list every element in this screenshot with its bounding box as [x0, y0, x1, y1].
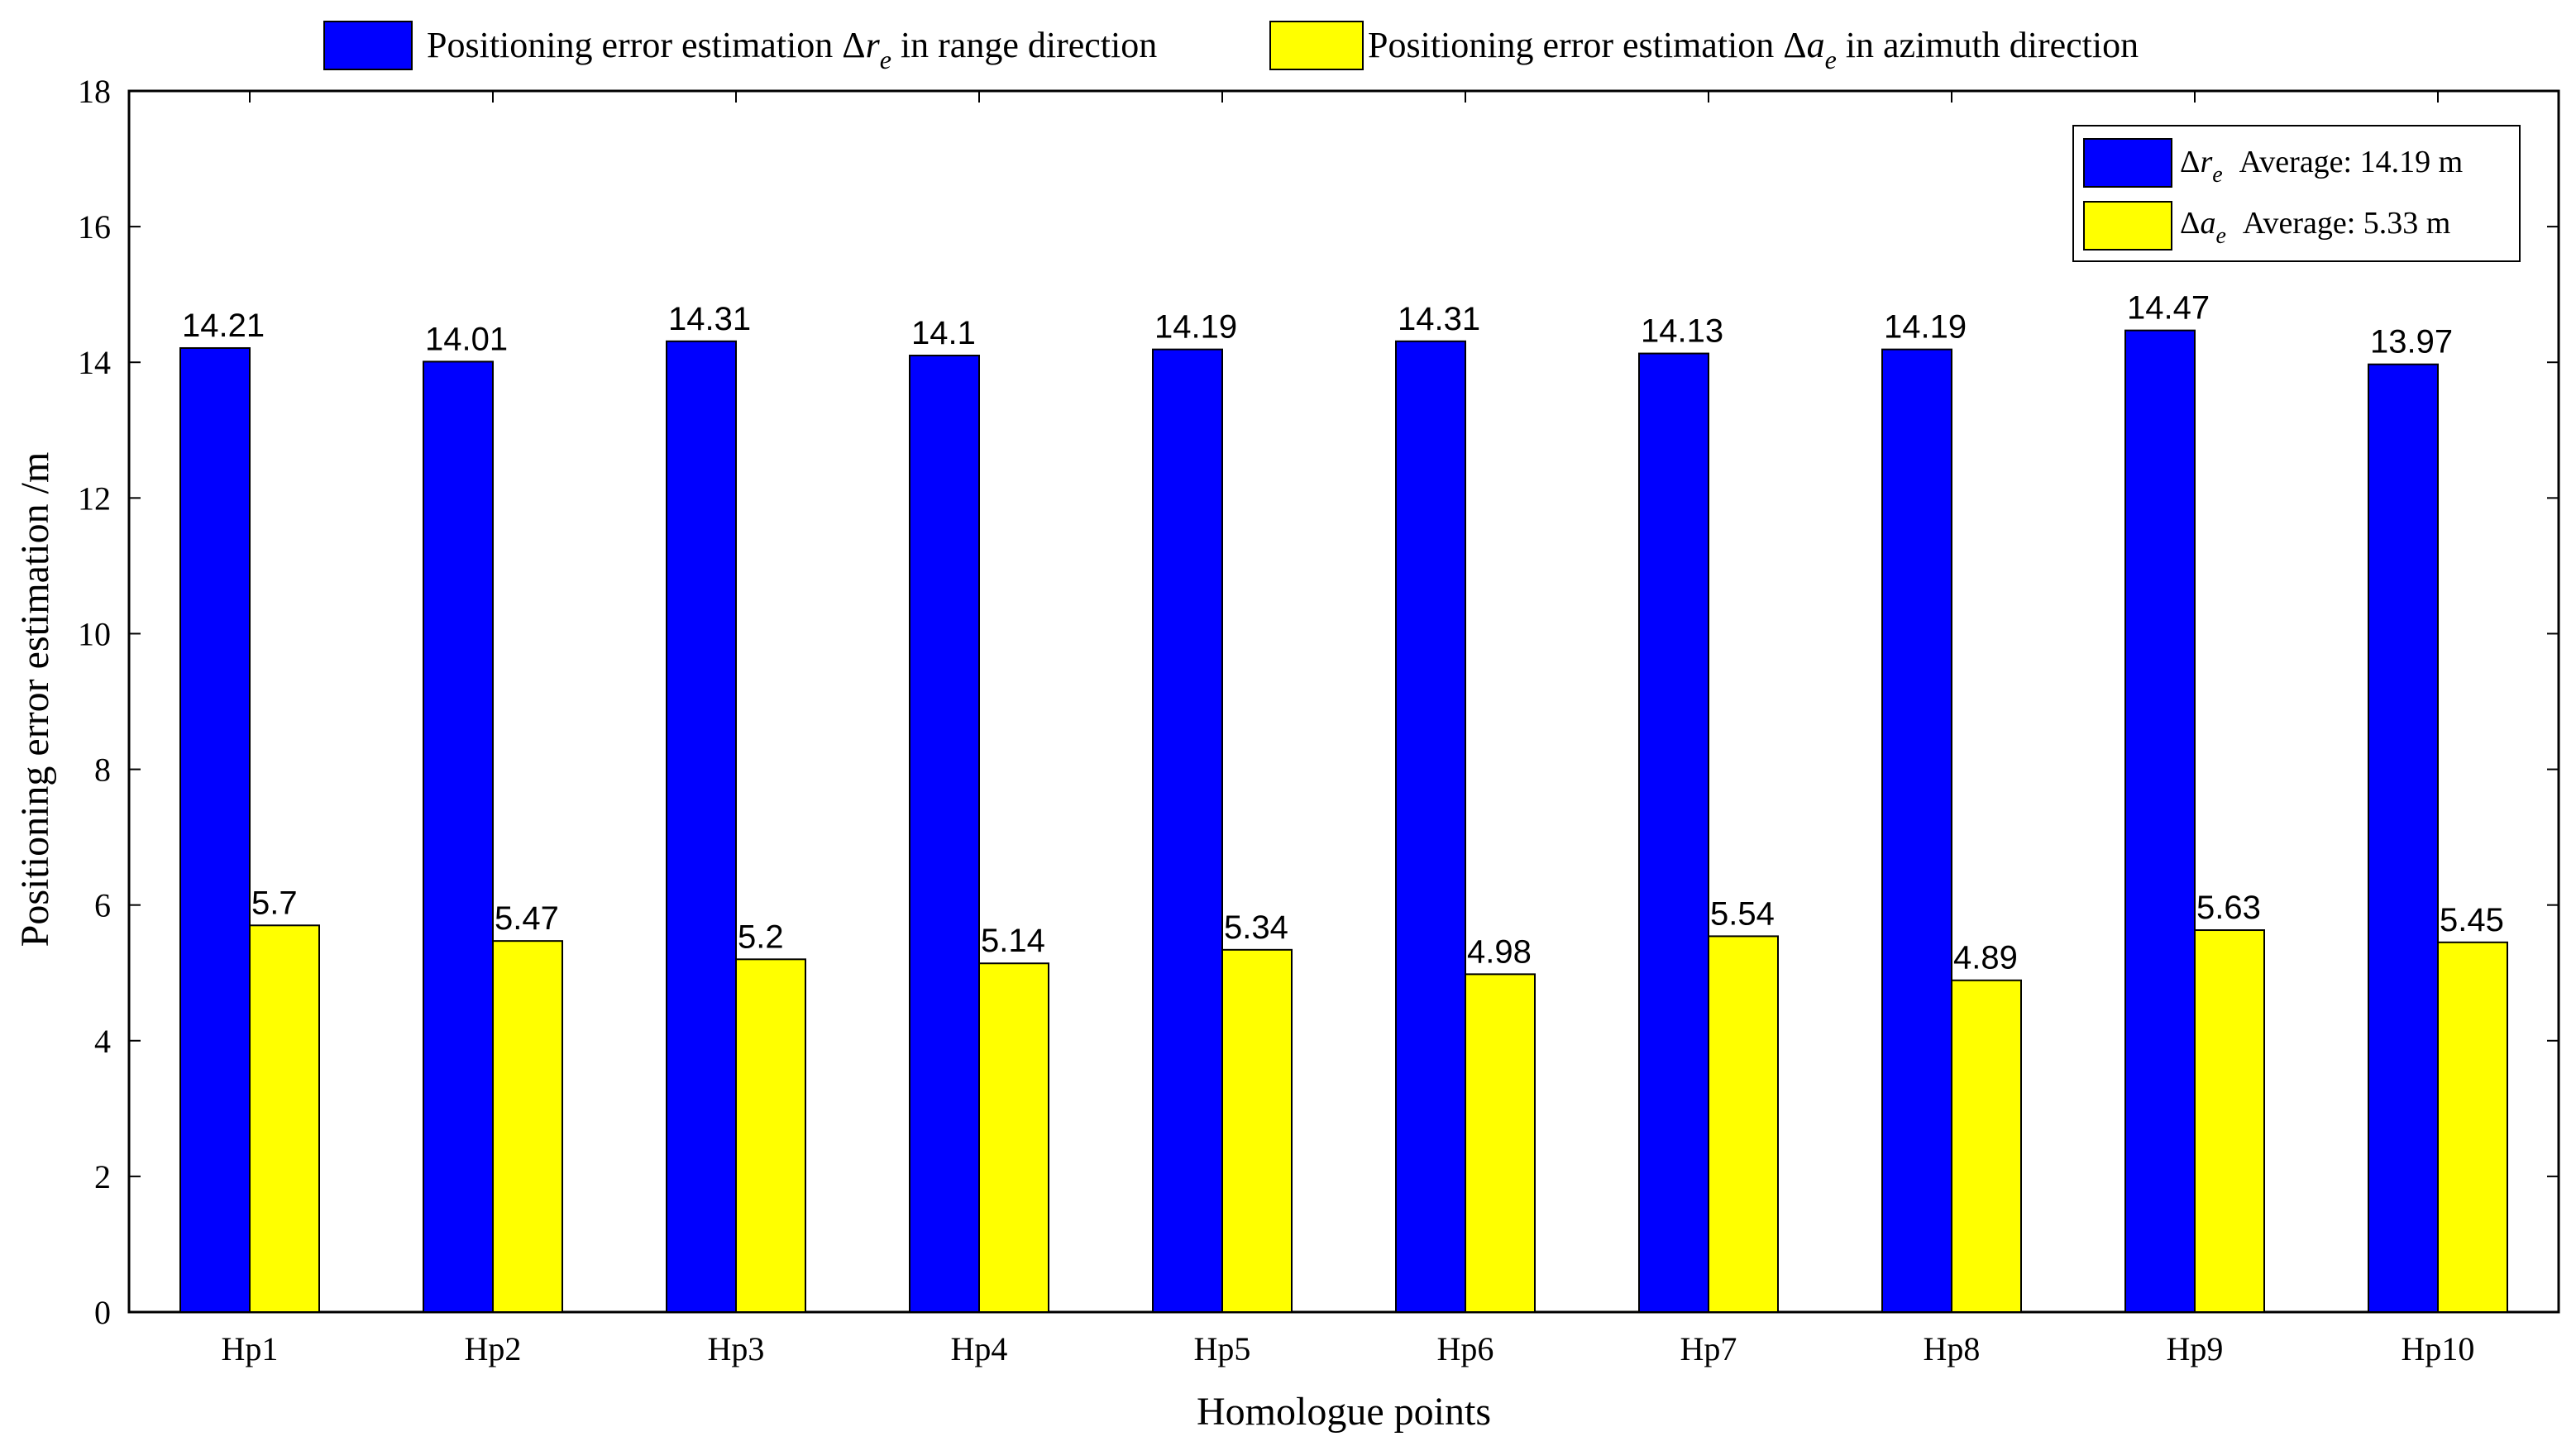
- bar-range-hp9: [2124, 329, 2196, 1313]
- top-legend-swatch-range: [323, 21, 413, 70]
- bar-range-hp8: [1881, 348, 1952, 1313]
- bar-azimuth-hp8: [1951, 979, 2022, 1313]
- bar-range-hp2: [423, 360, 494, 1314]
- y-tick-label: 16: [78, 208, 111, 246]
- bar-label-azimuth-hp8: 4.89: [1953, 940, 2018, 976]
- bar-azimuth-hp4: [978, 962, 1049, 1314]
- bar-value-labels: 14.21 14.01 14.31 14.1 14.19 14.31 14.13 14.19 1…: [182, 290, 2504, 976]
- bar-label-range-hp2: 14.01: [425, 321, 508, 357]
- y-axis-label: Positioning error estimation /m: [13, 452, 57, 947]
- y-tick-label: 8: [94, 752, 111, 789]
- bar-azimuth-hp10: [2437, 941, 2508, 1314]
- bar-range-hp7: [1638, 352, 1709, 1313]
- bar-range-hp10: [2368, 363, 2439, 1314]
- x-tick-label: Hp6: [1437, 1330, 1494, 1367]
- bar-label-azimuth-hp5: 5.34: [1224, 909, 1288, 946]
- y-tick-label: 14: [78, 344, 111, 381]
- bar-label-azimuth-hp4: 5.14: [981, 923, 1045, 959]
- x-tick-label: Hp9: [2167, 1330, 2224, 1367]
- bar-azimuth-hp3: [735, 958, 806, 1314]
- top-legend-label-range: Positioning error estimation Δre in rang…: [427, 25, 1157, 74]
- bar-label-azimuth-hp1: 5.7: [251, 885, 298, 921]
- top-legend: Positioning error estimation Δre in rang…: [323, 21, 2139, 74]
- bar-label-azimuth-hp2: 5.47: [495, 900, 559, 937]
- x-tick-label: Hp1: [222, 1330, 279, 1367]
- bar-range-hp4: [909, 355, 980, 1313]
- y-tick-label: 12: [78, 480, 111, 517]
- average-legend-range: Δre Average: 14.19 m: [2180, 145, 2463, 188]
- bar-azimuth-hp2: [492, 940, 563, 1314]
- x-tick-label: Hp10: [2402, 1330, 2475, 1367]
- y-tick-label: 6: [94, 887, 111, 924]
- y-tick-label: 10: [78, 615, 111, 652]
- bar-label-range-hp6: 14.31: [1398, 301, 1480, 337]
- y-tick-label: 18: [78, 73, 111, 110]
- bar-label-azimuth-hp3: 5.2: [738, 919, 784, 955]
- average-legend-swatch-azimuth: [2083, 201, 2172, 251]
- bar-label-range-hp10: 13.97: [2370, 324, 2453, 360]
- bar-label-range-hp7: 14.13: [1641, 313, 1723, 350]
- bar-label-range-hp5: 14.19: [1154, 309, 1237, 346]
- x-tick-label: Hp5: [1194, 1330, 1251, 1367]
- bar-range-hp1: [179, 346, 251, 1313]
- x-axis-label: Homologue points: [1197, 1390, 1491, 1434]
- bar-azimuth-hp6: [1465, 973, 1536, 1313]
- average-legend-swatch-range: [2083, 138, 2172, 188]
- bar-series: [179, 329, 2508, 1314]
- bar-label-range-hp1: 14.21: [182, 308, 265, 344]
- bar-range-hp6: [1395, 340, 1466, 1313]
- top-legend-label-azimuth: Positioning error estimation Δae in azim…: [1368, 25, 2139, 74]
- x-tick-label: Hp4: [951, 1330, 1008, 1367]
- bar-azimuth-hp5: [1221, 948, 1293, 1314]
- bar-label-range-hp4: 14.1: [911, 315, 976, 351]
- bar-azimuth-hp9: [2194, 929, 2265, 1313]
- bar-label-range-hp8: 14.19: [1884, 309, 1967, 346]
- bar-range-hp3: [666, 340, 737, 1313]
- bar-label-azimuth-hp7: 5.54: [1710, 895, 1775, 932]
- bar-label-range-hp3: 14.31: [668, 301, 751, 337]
- bar-azimuth-hp1: [249, 924, 320, 1313]
- average-legend: Δre Average: 14.19 m Δae Average: 5.33 m: [2072, 125, 2521, 262]
- y-tick-label: 0: [94, 1294, 111, 1331]
- x-tick-label: Hp8: [1924, 1330, 1981, 1367]
- bar-label-range-hp9: 14.47: [2127, 290, 2210, 327]
- x-axis: Hp1 Hp2 Hp3 Hp4 Hp5 Hp6 Hp7 Hp8 Hp9 Hp10: [222, 91, 2475, 1367]
- top-legend-swatch-azimuth: [1269, 21, 1364, 70]
- y-tick-label: 2: [94, 1158, 111, 1195]
- plot-area-frame: [127, 89, 2560, 1314]
- bar-label-azimuth-hp10: 5.45: [2440, 902, 2504, 938]
- bar-label-azimuth-hp9: 5.63: [2196, 890, 2261, 926]
- bar-azimuth-hp7: [1708, 935, 1779, 1313]
- bar-label-azimuth-hp6: 4.98: [1467, 933, 1532, 970]
- x-tick-label: Hp3: [708, 1330, 765, 1367]
- bar-range-hp5: [1152, 348, 1223, 1313]
- x-tick-label: Hp7: [1680, 1330, 1737, 1367]
- x-tick-label: Hp2: [465, 1330, 522, 1367]
- y-axis: 0 2 4 6 8 10 12 14 16 18: [78, 73, 2559, 1331]
- y-tick-label: 4: [94, 1023, 111, 1060]
- average-legend-azimuth: Δae Average: 5.33 m: [2180, 206, 2450, 249]
